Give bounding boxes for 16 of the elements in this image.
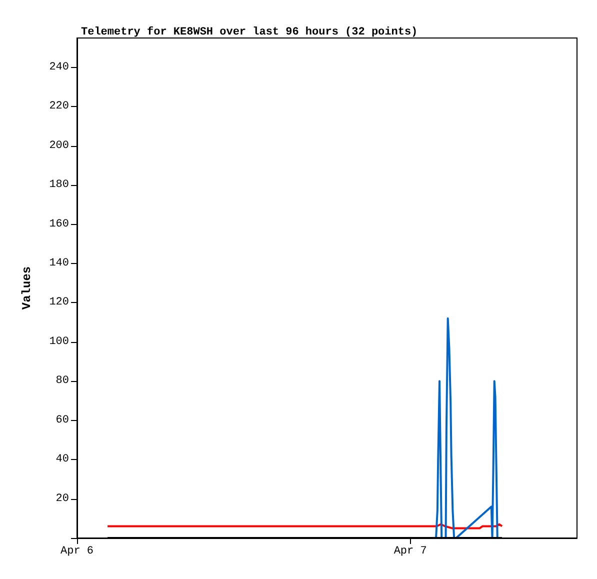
y-tick-label: 80 <box>56 375 69 388</box>
x-tick-label: Apr 7 <box>394 546 427 558</box>
y-tick-label: 220 <box>49 100 69 113</box>
chart-title: Telemetry for KE8WSH over last 96 hours (32 points) <box>81 26 418 38</box>
y-tick-label: 60 <box>56 414 69 426</box>
y-tick-label: 40 <box>56 454 69 466</box>
y-tick-label: 160 <box>49 218 69 230</box>
x-tick-label: Apr 6 <box>60 546 94 558</box>
y-tick-label: 120 <box>49 296 69 309</box>
y-axis-title: Values <box>20 266 34 310</box>
y-tick-label: 200 <box>49 140 69 152</box>
y-tick-label: 240 <box>49 61 69 74</box>
y-tick-label: 20 <box>56 492 69 505</box>
y-tick-label: 100 <box>49 336 69 348</box>
y-tick-label: 140 <box>49 257 69 270</box>
y-tick-label: 180 <box>49 179 69 192</box>
